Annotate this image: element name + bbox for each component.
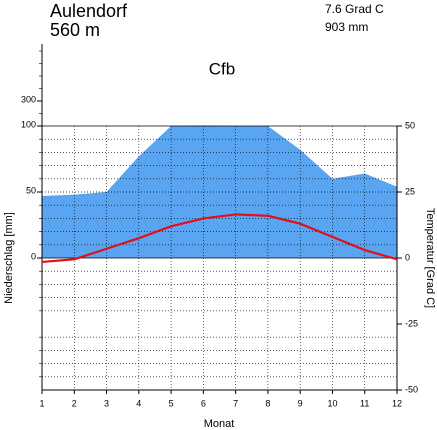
- y2-tick-label: -25: [405, 318, 418, 328]
- x-tick-label: 12: [392, 398, 402, 408]
- x-tick-label: 8: [265, 398, 270, 408]
- y2-tick-label: 50: [405, 120, 415, 130]
- y2-tick-label: 25: [405, 186, 415, 196]
- y2-tick-label: -50: [405, 384, 418, 394]
- annotation: 903 mm: [325, 20, 368, 34]
- y-tick-label: 50: [26, 185, 36, 195]
- x-tick-label: 9: [298, 398, 303, 408]
- x-tick-label: 3: [104, 398, 109, 408]
- annotation: 7.6 Grad C: [325, 2, 384, 16]
- y2-axis-label: Temperatur [Grad C]: [424, 208, 436, 308]
- y-tick-label: 300: [21, 94, 36, 104]
- x-tick-label: 6: [201, 398, 206, 408]
- x-tick-label: 1: [39, 398, 44, 408]
- chart-title: Aulendorf: [50, 1, 128, 21]
- temperature-line: [41, 213, 398, 264]
- x-tick-label: 5: [169, 398, 174, 408]
- x-tick-label: 4: [136, 398, 141, 408]
- chart-subtitle: 560 m: [50, 20, 100, 40]
- y2-tick-label: 0: [405, 252, 410, 262]
- y-tick-label: 0: [31, 251, 36, 261]
- x-tick-label: 11: [360, 398, 369, 408]
- y-axis-label: Niederschlag [mm]: [3, 212, 15, 304]
- x-tick-label: 7: [233, 398, 238, 408]
- x-tick-label: 2: [72, 398, 77, 408]
- x-tick-label: 10: [327, 398, 337, 408]
- y-tick-label: 100: [21, 119, 36, 129]
- climate-class: Cfb: [209, 59, 235, 78]
- x-axis-label: Monat: [204, 418, 235, 430]
